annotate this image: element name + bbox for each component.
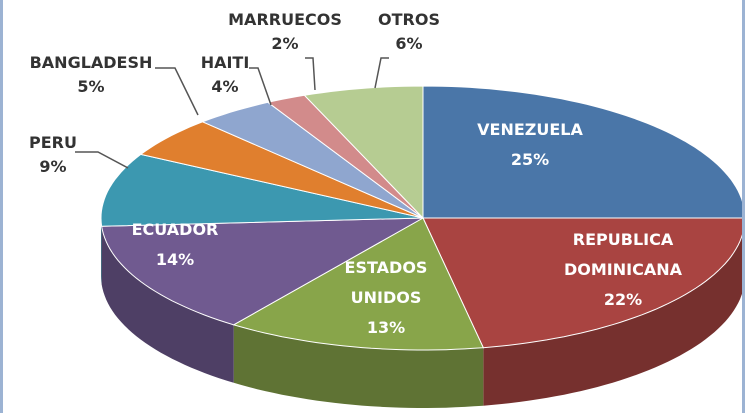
category-label: PERU — [29, 133, 77, 152]
data-label: PERU 9% — [29, 131, 77, 179]
data-label: MARRUECOS 2% — [228, 8, 342, 56]
slice — [303, 85, 424, 220]
category-label: ESTADOS UNIDOS — [344, 258, 428, 307]
slice-side — [101, 226, 234, 383]
value-label: 9% — [39, 157, 67, 176]
data-label: BANGLADESH 5% — [30, 51, 153, 99]
data-label: VENEZUELA 25% — [477, 115, 583, 175]
slice — [422, 217, 742, 349]
category-label: MARRUECOS — [228, 10, 342, 29]
data-label: HAITI 4% — [201, 51, 250, 99]
slice — [422, 85, 742, 219]
slice-side — [233, 324, 484, 408]
slice — [139, 121, 424, 219]
value-label: 14% — [155, 250, 195, 269]
data-label: ECUADOR 14% — [132, 215, 219, 275]
category-label: HAITI — [200, 53, 250, 72]
value-label: 4% — [211, 77, 239, 96]
slice — [232, 217, 485, 351]
leader-line — [305, 57, 316, 91]
leader-line — [374, 57, 389, 89]
value-label: 25% — [510, 150, 550, 169]
data-label: ESTADOS UNIDOS 13% — [336, 253, 436, 343]
category-label: OTROS — [378, 10, 440, 29]
category-label: VENEZUELA — [477, 120, 583, 139]
value-label: 6% — [395, 34, 423, 53]
leader-line — [75, 151, 129, 169]
leader-line — [155, 67, 199, 116]
leader-line — [249, 67, 272, 106]
category-label: REPUBLICA DOMINICANA — [564, 230, 682, 279]
pie-area — [75, 57, 742, 408]
value-label: 5% — [77, 77, 105, 96]
slice — [100, 153, 424, 227]
slice-side — [101, 218, 102, 285]
slice — [201, 101, 424, 219]
value-label: 2% — [271, 34, 299, 53]
value-label: 13% — [366, 318, 406, 337]
slice — [266, 94, 424, 219]
data-label: OTROS 6% — [378, 8, 440, 56]
slice-side — [483, 235, 742, 406]
category-label: BANGLADESH — [29, 53, 153, 72]
slice — [100, 217, 424, 326]
category-label: ECUADOR — [131, 220, 219, 239]
data-label: REPUBLICA DOMINICANA 22% — [553, 225, 693, 315]
value-label: 22% — [603, 290, 643, 309]
